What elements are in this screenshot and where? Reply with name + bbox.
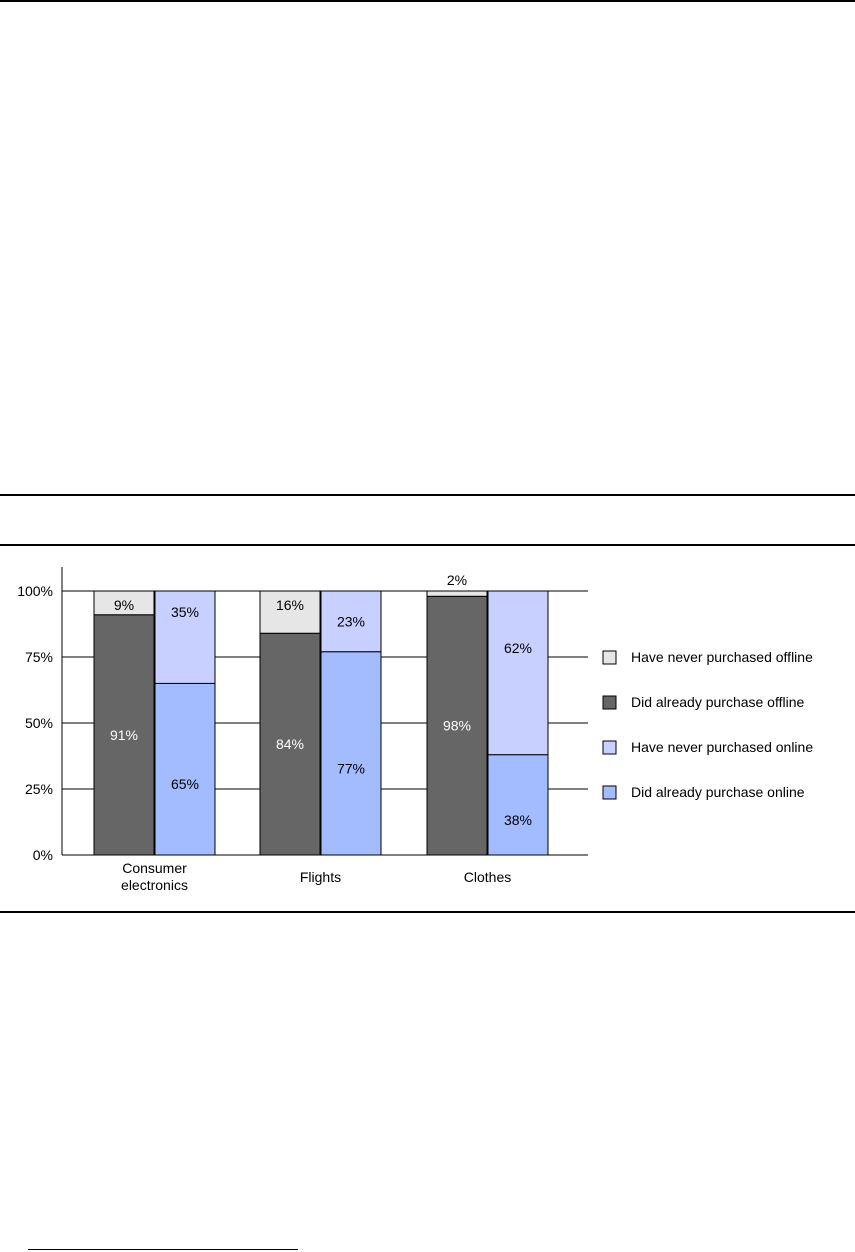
legend-swatch bbox=[602, 650, 617, 665]
figure-top-rule bbox=[0, 544, 855, 546]
y-tick-label: 25% bbox=[25, 781, 53, 797]
data-label: 62% bbox=[504, 640, 532, 656]
bar-segment bbox=[320, 590, 382, 653]
bar-segment bbox=[154, 682, 216, 856]
y-tick-label: 100% bbox=[17, 583, 53, 599]
bar-segment bbox=[320, 651, 382, 856]
bar-segment bbox=[93, 614, 155, 856]
bar-segment bbox=[259, 590, 321, 634]
data-label: 65% bbox=[171, 776, 199, 792]
stacked-bar-chart: 91% 9% 65% 35% 84% 16% 77% 23% 98% 2% 38% 62% 0% 25%… bbox=[17, 567, 813, 893]
data-label: 16% bbox=[276, 597, 304, 613]
bar-layer: 91% 9% 65% 35% 84% 16% 77% 23% 98% 2% 38% 62% bbox=[93, 572, 549, 856]
bar-segment bbox=[426, 590, 488, 597]
data-label: 23% bbox=[337, 613, 365, 629]
legend-swatch bbox=[602, 695, 617, 710]
data-label: 84% bbox=[276, 736, 304, 752]
data-label: 77% bbox=[337, 760, 365, 776]
legend-swatch bbox=[602, 740, 617, 755]
data-label: 91% bbox=[110, 727, 138, 743]
data-label: 38% bbox=[504, 812, 532, 828]
category-label: Clothes bbox=[464, 869, 511, 885]
y-tick-label: 50% bbox=[25, 715, 53, 731]
figure-bottom-rule bbox=[0, 911, 855, 913]
bar-segment bbox=[154, 590, 216, 684]
section-rule bbox=[0, 494, 855, 496]
data-label: 2% bbox=[447, 572, 467, 588]
footnote-rule bbox=[28, 1249, 298, 1250]
category-label: Consumer bbox=[122, 860, 187, 876]
data-label: 98% bbox=[443, 718, 471, 734]
y-tick-label: 0% bbox=[33, 847, 53, 863]
data-label: 9% bbox=[114, 597, 134, 613]
category-label: electronics bbox=[121, 877, 188, 893]
legend-label: Did already purchase online bbox=[631, 784, 805, 800]
bar-segment bbox=[259, 632, 321, 856]
bar-segment bbox=[93, 590, 155, 616]
data-label: 35% bbox=[171, 604, 199, 620]
bar-segment bbox=[487, 754, 549, 856]
bar-segment bbox=[426, 595, 488, 856]
legend-label: Have never purchased offline bbox=[631, 649, 813, 665]
legend-label: Did already purchase offline bbox=[631, 694, 805, 710]
legend-label: Have never purchased online bbox=[631, 739, 813, 755]
bar-segment bbox=[487, 590, 549, 756]
top-rule bbox=[0, 0, 855, 2]
y-tick-label: 75% bbox=[25, 649, 53, 665]
category-label: Flights bbox=[300, 869, 341, 885]
legend-layer: Have never purchased offline Did already … bbox=[602, 649, 813, 800]
legend-swatch bbox=[602, 785, 617, 800]
